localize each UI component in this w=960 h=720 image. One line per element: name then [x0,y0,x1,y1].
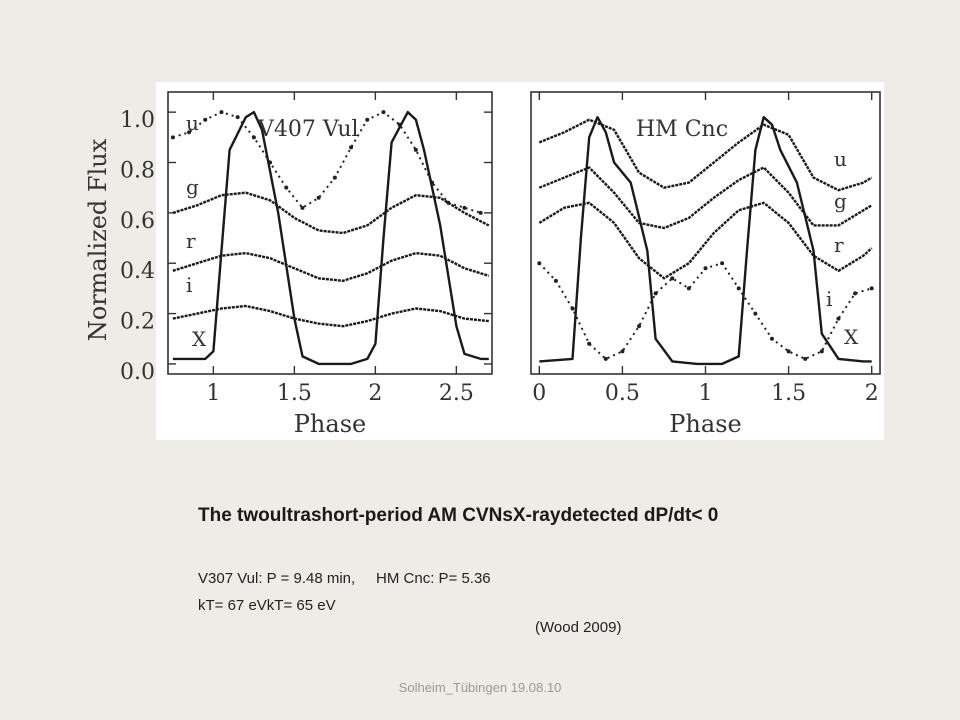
data-point [620,349,625,354]
data-point [478,210,483,215]
caption-temperatures: kT= 67 eVkT= 65 eV [198,597,336,614]
band-label: X [844,325,859,349]
data-point [603,356,608,361]
data-point [869,286,874,291]
data-point [819,349,824,354]
y-tick-label: 1.0 [120,108,155,133]
data-point [786,349,791,354]
series-line [538,201,873,280]
series-X [539,116,872,366]
x-tick-label: 1 [206,381,220,406]
data-point [637,324,642,329]
series-line [172,110,489,366]
figure-panel: 1 1.5 2 2.5 u g r i X V407 Vul Phase 0 0.5 1 1.5 2 u g r i X… [156,82,884,440]
series-line [172,304,489,328]
series-trace [538,262,872,361]
y-tick-label: 0.0 [120,360,155,385]
series-line [172,191,490,235]
series-u [538,118,873,192]
data-point [670,276,675,281]
x-tick-label: 1.5 [277,381,312,406]
series-i [172,304,489,328]
panel-title: HM Cnc [636,117,728,142]
plot-frame [167,91,493,375]
caption-title: The twoultrashort-period AM CVNsX-raydet… [198,505,719,526]
series-g [538,166,873,230]
x-tick-label: 1.5 [771,381,806,406]
series-line [538,166,873,230]
y-tick-label: 0.6 [120,209,155,234]
series-i [537,261,874,361]
band-label: g [834,189,847,213]
band-label: i [186,273,192,297]
y-tick-label: 0.4 [120,259,155,284]
slide-footer: Solheim_Tübingen 19.08.10 [398,680,562,695]
band-label: g [186,175,199,199]
series-line [539,116,872,366]
y-tick-label: 0.8 [120,159,155,184]
y-tick-label: 0.2 [120,310,155,335]
x-tick-label: 0.5 [605,381,640,406]
y-axis-area: 0.0 0.2 0.4 0.6 0.8 1.0 Normalized Flux [84,108,155,385]
x-tick-label: 2 [865,381,879,406]
band-label: r [186,229,196,253]
data-point [803,356,808,361]
x-axis-label: Phase [294,410,366,438]
series-line [172,251,490,283]
band-label: X [192,327,207,351]
band-label: r [834,233,844,257]
chart-panel-1: 1 1.5 2 2.5 u g ri X V407 Vul Phase [167,91,493,438]
data-point [300,205,305,210]
data-point [413,147,418,152]
band-label: i [826,287,832,311]
series-line [538,118,873,192]
x-tick-label: 1 [699,381,713,406]
series-g [172,191,490,235]
y-axis-label: Normalized Flux [84,138,112,341]
caption-periods: V307 Vul: P = 9.48 min, HM Cnc: P= 5.36 [198,570,491,587]
series-r [172,251,490,283]
chart-panel-2: 0 0.5 1 1.5 2 ugr iX HM Cnc Phase [530,91,881,438]
x-axis-label: Phase [669,410,741,438]
x-tick-label: 2.5 [439,381,474,406]
caption-reference: (Wood 2009) [535,619,622,636]
panel-title: V407 Vul [257,117,359,142]
series-r [538,201,873,280]
series-u [170,110,483,215]
x-tick-label: 0 [532,381,546,406]
series-X [172,110,489,366]
band-label: u [186,111,199,135]
band-label: u [834,147,847,171]
x-tick-label: 2 [368,381,382,406]
